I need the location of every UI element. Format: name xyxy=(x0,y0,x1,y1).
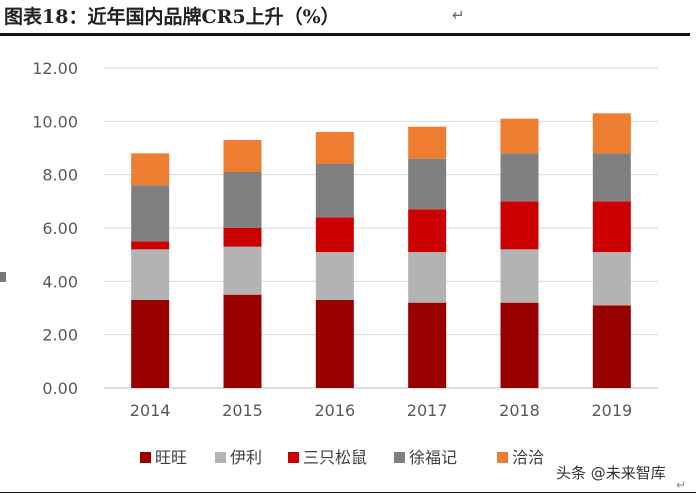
legend-label: 徐福记 xyxy=(409,448,457,467)
side-marker xyxy=(0,272,6,282)
bar-segment xyxy=(500,302,539,388)
bar-segment xyxy=(131,249,170,300)
legend-swatch xyxy=(288,452,299,463)
legend-swatch xyxy=(394,452,405,463)
header-rule xyxy=(0,33,690,36)
return-mark-icon: ↵ xyxy=(676,478,687,492)
legend-label: 伊利 xyxy=(230,448,262,467)
y-tick-label: 8.00 xyxy=(42,166,78,185)
x-tick-label: 2015 xyxy=(222,401,263,420)
y-tick-label: 2.00 xyxy=(42,326,78,345)
bar-segment xyxy=(131,241,170,250)
x-tick-label: 2014 xyxy=(130,401,171,420)
x-tick-label: 2016 xyxy=(314,401,355,420)
bar-segment xyxy=(592,113,631,154)
y-tick-label: 12.00 xyxy=(32,59,78,78)
y-tick-label: 0.00 xyxy=(42,379,78,398)
legend-label: 洽洽 xyxy=(512,448,544,467)
legend-swatch xyxy=(140,452,151,463)
bar-segment xyxy=(408,252,447,303)
y-tick-label: 6.00 xyxy=(42,219,78,238)
gridlines xyxy=(104,67,658,389)
bar-segment xyxy=(315,132,354,164)
footer-rule xyxy=(0,492,696,493)
bar-segment xyxy=(408,209,447,252)
bar-segment xyxy=(408,158,447,210)
watermark: 头条 @未来智库 xyxy=(556,464,666,482)
bar-segment xyxy=(315,164,354,218)
bar-segment xyxy=(408,302,447,388)
bar-segment xyxy=(592,305,631,388)
bar-segment xyxy=(500,201,539,250)
legend: 旺旺 伊利 三只松鼠 徐福记 洽洽 xyxy=(140,448,544,467)
bar-segment xyxy=(223,294,262,388)
y-tick-label: 10.00 xyxy=(32,112,78,131)
legend-label: 三只松鼠 xyxy=(303,448,367,467)
bar-segment xyxy=(223,246,262,295)
x-tick-label: 2017 xyxy=(407,401,448,420)
bar-segment xyxy=(408,126,447,159)
bar-segment xyxy=(592,201,631,252)
y-tick-label: 4.00 xyxy=(42,272,78,291)
y-axis-ticks: 0.00 2.00 4.00 6.00 8.00 10.00 12.00 xyxy=(32,59,78,398)
bar-segment xyxy=(315,252,354,300)
bar-segment xyxy=(500,249,539,303)
x-tick-label: 2019 xyxy=(591,401,632,420)
bar-segment xyxy=(592,153,631,202)
bar-segment xyxy=(315,217,354,252)
bar-segment xyxy=(131,300,170,388)
bar-segment xyxy=(500,118,539,154)
bar-segment xyxy=(592,252,631,306)
bar-segment xyxy=(315,300,354,388)
bar-segment xyxy=(223,228,262,247)
legend-label: 旺旺 xyxy=(155,448,187,467)
x-tick-label: 2018 xyxy=(499,401,540,420)
chart-title: 图表18：近年国内品牌CR5上升（%） xyxy=(4,6,340,28)
bar-segment xyxy=(131,185,170,242)
bars xyxy=(131,113,631,388)
bar-segment xyxy=(131,153,170,186)
legend-swatch xyxy=(497,452,508,463)
bar-segment xyxy=(500,153,539,202)
bar-segment xyxy=(223,140,262,172)
bar-segment xyxy=(223,172,262,228)
return-mark-icon: ↵ xyxy=(452,6,465,24)
legend-swatch xyxy=(215,452,226,463)
x-axis-ticks: 2014 2015 2016 2017 2018 2019 xyxy=(130,401,632,420)
